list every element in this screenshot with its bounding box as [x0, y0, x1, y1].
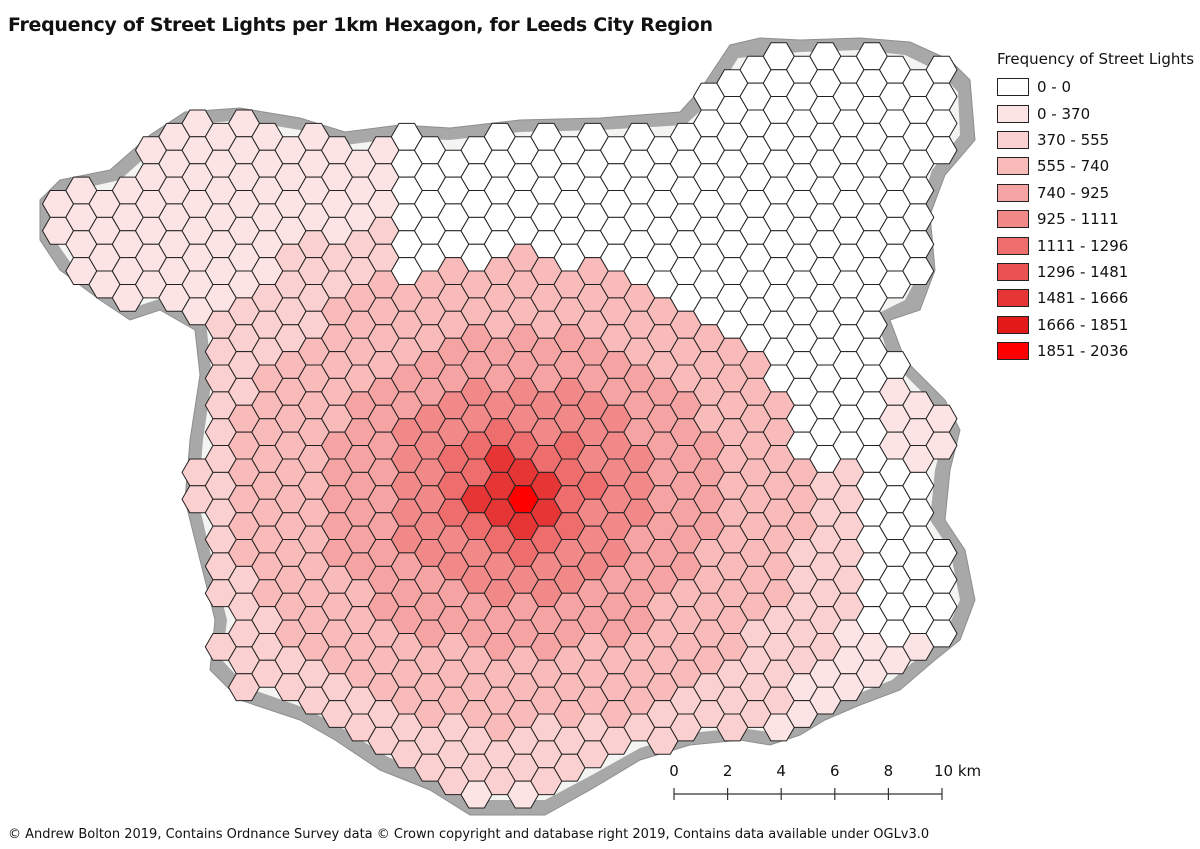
legend-label: 1666 - 1851 — [1037, 315, 1129, 334]
legend-swatch — [997, 262, 1029, 281]
legend-item: 1851 - 2036 — [997, 338, 1194, 364]
legend-swatch — [997, 183, 1029, 202]
legend-label: 740 - 925 — [1037, 183, 1110, 202]
legend-swatch — [997, 130, 1029, 149]
legend-swatch — [997, 210, 1029, 229]
legend-item: 1111 - 1296 — [997, 232, 1194, 258]
scale-tick-label: 0 — [669, 762, 679, 780]
legend-swatch — [997, 315, 1029, 334]
legend-item: 0 - 0 — [997, 74, 1194, 100]
legend-item: 1666 - 1851 — [997, 312, 1194, 338]
legend-swatch — [997, 289, 1029, 308]
legend: Frequency of Street Lights 0 - 0 0 - 370… — [997, 50, 1194, 364]
legend-label: 1481 - 1666 — [1037, 289, 1129, 308]
hexagon-grid — [41, 42, 958, 809]
scale-tick-label: 2 — [723, 762, 733, 780]
legend-item: 370 - 555 — [997, 127, 1194, 153]
legend-item: 740 - 925 — [997, 180, 1194, 206]
legend-item: 0 - 370 — [997, 100, 1194, 126]
legend-item: 1481 - 1666 — [997, 285, 1194, 311]
scale-bar: 0 2 4 6 8 10 km — [669, 762, 980, 800]
hexagon-cell — [925, 619, 958, 648]
legend-item: 925 - 1111 — [997, 206, 1194, 232]
legend-swatch — [997, 78, 1029, 97]
credit-text: © Andrew Bolton 2019, Contains Ordnance … — [8, 827, 930, 842]
legend-label: 1111 - 1296 — [1037, 236, 1129, 255]
scale-tick-label: 4 — [776, 762, 786, 780]
legend-item: 555 - 740 — [997, 153, 1194, 179]
legend-items: 0 - 0 0 - 370 370 - 555 555 - 740 740 - … — [997, 74, 1194, 364]
scale-tick-label: 10 km — [934, 762, 980, 780]
map-title: Frequency of Street Lights per 1km Hexag… — [8, 14, 713, 36]
scale-tick-label: 6 — [830, 762, 840, 780]
scale-tick-label: 8 — [884, 762, 894, 780]
legend-label: 555 - 740 — [1037, 157, 1110, 176]
legend-title: Frequency of Street Lights — [997, 50, 1195, 68]
scale-bar-ticks: 0 2 4 6 8 10 km — [669, 762, 980, 800]
legend-label: 1296 - 1481 — [1037, 262, 1129, 281]
legend-label: 925 - 1111 — [1037, 210, 1119, 229]
legend-label: 370 - 555 — [1037, 130, 1110, 149]
legend-item: 1296 - 1481 — [997, 259, 1194, 285]
hexagon-cell — [902, 257, 935, 285]
hexagon-cell — [925, 136, 958, 165]
legend-swatch — [997, 157, 1029, 176]
legend-label: 1851 - 2036 — [1037, 342, 1129, 361]
legend-swatch — [997, 236, 1029, 255]
hexagon-cell — [925, 431, 958, 460]
legend-label: 0 - 370 — [1037, 104, 1091, 123]
legend-swatch — [997, 342, 1029, 361]
legend-swatch — [997, 104, 1029, 123]
legend-label: 0 - 0 — [1037, 78, 1072, 97]
